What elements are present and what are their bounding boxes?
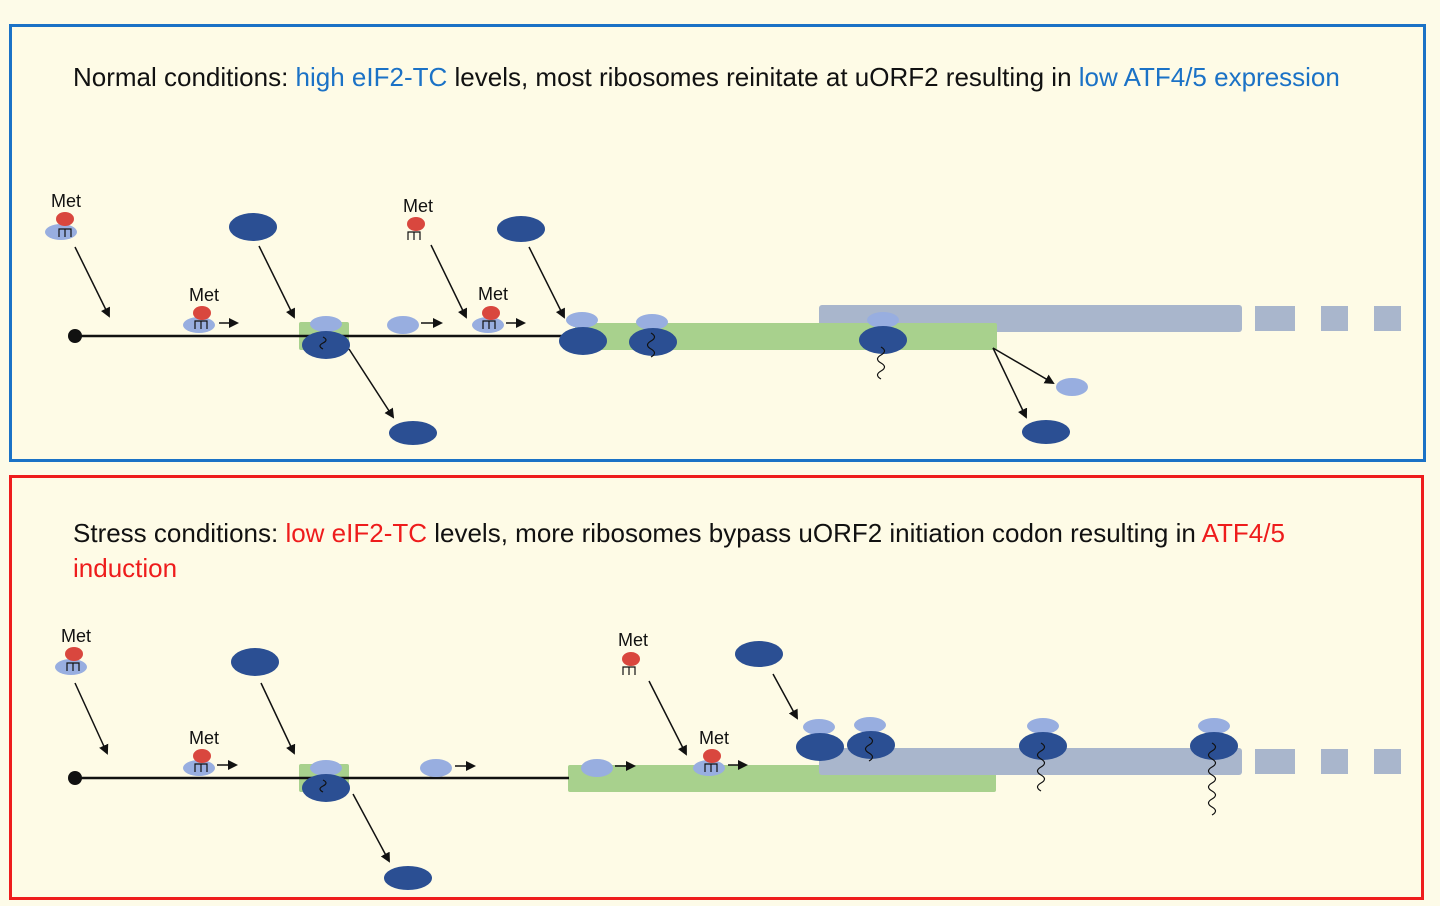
- stress-caption-prefix: Stress conditions:: [73, 518, 286, 548]
- normal-caption: Normal conditions: high eIF2-TC levels, …: [73, 60, 1373, 95]
- normal-caption-highlight-eif2: high eIF2-TC: [295, 62, 448, 92]
- small-subunit: [420, 759, 452, 777]
- cap-5prime: [68, 329, 82, 343]
- large-subunit: [735, 641, 783, 667]
- released-large-subunit: [389, 421, 437, 445]
- met-label: Met: [403, 196, 433, 216]
- met-label: Met: [189, 285, 219, 305]
- small-subunit-bypassing: [581, 759, 613, 777]
- ternary-complex: Met: [45, 191, 81, 240]
- normal-diagram: Met Met Met: [45, 191, 1401, 445]
- stress-caption: Stress conditions: low eIF2-TC levels, m…: [73, 516, 1373, 586]
- cap-5prime: [68, 771, 82, 785]
- stress-diagram: Met Met M: [55, 626, 1401, 890]
- normal-caption-prefix: Normal conditions:: [73, 62, 296, 92]
- met-label: Met: [699, 728, 729, 748]
- normal-caption-middle: levels, most ribosomes reinitate at uORF…: [447, 62, 1079, 92]
- met-label: Met: [51, 191, 81, 211]
- ribosome-atf-start: [796, 719, 844, 761]
- ribosome-atf-elongating: [847, 717, 895, 762]
- met-label: Met: [478, 284, 508, 304]
- released-large-subunit: [1022, 420, 1070, 444]
- ribosome-uorf2-elongating: [629, 314, 677, 358]
- stress-conditions-panel: Stress conditions: low eIF2-TC levels, m…: [9, 475, 1424, 900]
- stress-caption-middle: levels, more ribosomes bypass uORF2 init…: [427, 518, 1202, 548]
- released-small-subunit: [1056, 378, 1088, 396]
- stress-caption-highlight-eif2: low eIF2-TC: [285, 518, 428, 548]
- ribosome-uorf1: [302, 760, 350, 802]
- large-subunit: [229, 213, 277, 241]
- large-subunit: [231, 648, 279, 676]
- ternary-complex: Met: [403, 196, 433, 240]
- ribosome-uorf2-start: [559, 312, 607, 355]
- atf-orf-bar: [819, 748, 1401, 775]
- ternary-complex: Met: [618, 630, 648, 675]
- small-subunit: [387, 316, 419, 334]
- met-label: Met: [61, 626, 91, 646]
- ribosome-atf-elongating: [1190, 718, 1238, 816]
- released-large-subunit: [384, 866, 432, 890]
- scanning-complex: Met: [693, 728, 729, 776]
- stress-caption-highlight-atf: ATF4/5 induction: [73, 518, 1285, 583]
- ribosome-uorf2-end: [859, 312, 907, 380]
- scanning-complex: Met: [183, 285, 219, 333]
- ternary-complex: Met: [55, 626, 91, 675]
- normal-conditions-panel: Normal conditions: high eIF2-TC levels, …: [9, 24, 1426, 462]
- ribosome-uorf1: [302, 316, 350, 359]
- met-label: Met: [618, 630, 648, 650]
- scanning-complex: Met: [472, 284, 508, 333]
- normal-caption-highlight-atf: low ATF4/5 expression: [1078, 62, 1340, 92]
- large-subunit: [497, 216, 545, 242]
- scanning-complex: Met: [183, 728, 219, 776]
- met-label: Met: [189, 728, 219, 748]
- ribosome-atf-elongating: [1019, 718, 1067, 792]
